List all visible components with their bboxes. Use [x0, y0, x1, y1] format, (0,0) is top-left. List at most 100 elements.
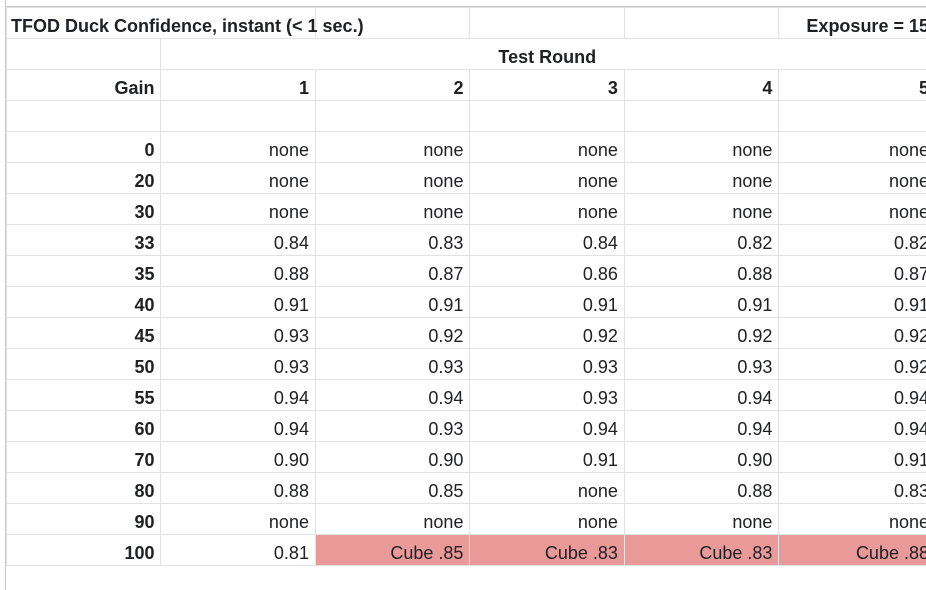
confidence-cell[interactable]: none — [778, 131, 926, 163]
confidence-cell[interactable]: none — [469, 472, 625, 504]
confidence-cell[interactable]: 0.94 — [778, 410, 926, 442]
confidence-cell[interactable]: 0.92 — [623, 317, 780, 349]
confidence-cell[interactable]: none — [160, 162, 316, 194]
confidence-cell[interactable]: none — [469, 193, 625, 225]
confidence-cell[interactable]: 0.91 — [469, 286, 625, 318]
confidence-cell[interactable]: none — [314, 503, 471, 535]
empty-cell[interactable] — [160, 100, 316, 132]
empty-cell[interactable] — [469, 100, 625, 132]
confidence-cell[interactable]: none — [314, 193, 471, 225]
confidence-cell[interactable]: 0.88 — [623, 255, 780, 287]
empty-cell[interactable] — [314, 100, 471, 132]
confidence-cell[interactable]: 0.84 — [160, 224, 316, 256]
empty-cell[interactable] — [778, 100, 926, 132]
confidence-cell[interactable]: 0.92 — [778, 348, 926, 380]
confidence-cell[interactable]: Cube .88 — [778, 534, 926, 566]
gain-value-cell[interactable]: 33 — [5, 224, 162, 256]
confidence-cell[interactable]: 0.84 — [469, 224, 625, 256]
confidence-cell[interactable]: 0.93 — [160, 348, 316, 380]
confidence-cell[interactable]: 0.87 — [314, 255, 471, 287]
confidence-cell[interactable]: 0.94 — [778, 379, 926, 411]
empty-cell[interactable] — [623, 100, 780, 132]
confidence-cell[interactable]: 0.88 — [160, 472, 316, 504]
empty-cell[interactable] — [5, 100, 162, 132]
confidence-cell[interactable]: 0.94 — [314, 379, 471, 411]
gain-value-cell[interactable]: 70 — [5, 441, 162, 473]
confidence-cell[interactable]: 0.87 — [778, 255, 926, 287]
confidence-cell[interactable]: Cube .83 — [623, 534, 780, 566]
confidence-cell[interactable]: 0.91 — [314, 286, 471, 318]
confidence-cell[interactable]: Cube .83 — [469, 534, 625, 566]
gain-value-cell[interactable]: 40 — [5, 286, 162, 318]
confidence-cell[interactable]: 0.85 — [314, 472, 471, 504]
gain-value-cell[interactable]: 60 — [5, 410, 162, 442]
confidence-cell[interactable]: 0.93 — [469, 348, 625, 380]
confidence-cell[interactable]: none — [623, 193, 780, 225]
gain-value-cell[interactable]: 90 — [5, 503, 162, 535]
empty-cell[interactable] — [623, 7, 780, 39]
confidence-cell[interactable]: 0.90 — [160, 441, 316, 473]
confidence-cell[interactable]: none — [469, 503, 625, 535]
gain-header-cell[interactable]: Gain — [5, 69, 162, 101]
confidence-cell[interactable]: 0.93 — [314, 348, 471, 380]
confidence-cell[interactable]: 0.93 — [469, 379, 625, 411]
confidence-cell[interactable]: none — [623, 131, 780, 163]
gain-value-cell[interactable]: 80 — [5, 472, 162, 504]
gain-value-cell[interactable]: 20 — [5, 162, 162, 194]
confidence-cell[interactable]: none — [160, 131, 316, 163]
confidence-cell[interactable]: Cube .85 — [314, 534, 471, 566]
round-header-cell[interactable]: 1 — [160, 69, 316, 101]
confidence-cell[interactable]: none — [160, 193, 316, 225]
column-header-strip[interactable] — [0, 0, 926, 7]
confidence-cell[interactable]: none — [623, 162, 780, 194]
confidence-cell[interactable]: 0.94 — [623, 379, 780, 411]
gain-value-cell[interactable]: 0 — [5, 131, 162, 163]
confidence-cell[interactable]: 0.88 — [623, 472, 780, 504]
confidence-cell[interactable]: none — [314, 162, 471, 194]
confidence-cell[interactable]: 0.91 — [469, 441, 625, 473]
confidence-cell[interactable]: none — [469, 162, 625, 194]
title-cell[interactable]: TFOD Duck Confidence, instant (< 1 sec.) — [5, 7, 364, 39]
confidence-cell[interactable]: 0.83 — [314, 224, 471, 256]
empty-cell[interactable] — [160, 7, 316, 39]
confidence-cell[interactable]: none — [469, 131, 625, 163]
confidence-cell[interactable]: 0.81 — [160, 534, 316, 566]
confidence-cell[interactable]: 0.94 — [469, 410, 625, 442]
confidence-cell[interactable]: 0.92 — [469, 317, 625, 349]
confidence-cell[interactable]: 0.83 — [778, 472, 926, 504]
round-header-cell[interactable]: 2 — [314, 69, 471, 101]
confidence-cell[interactable]: 0.91 — [623, 286, 780, 318]
confidence-cell[interactable]: 0.93 — [160, 317, 316, 349]
gain-value-cell[interactable]: 45 — [5, 317, 162, 349]
confidence-cell[interactable]: none — [314, 131, 471, 163]
confidence-cell[interactable]: none — [778, 503, 926, 535]
confidence-cell[interactable]: 0.93 — [314, 410, 471, 442]
confidence-cell[interactable]: 0.94 — [160, 379, 316, 411]
confidence-cell[interactable]: none — [623, 503, 780, 535]
confidence-cell[interactable]: none — [778, 193, 926, 225]
confidence-cell[interactable]: 0.88 — [160, 255, 316, 287]
round-header-cell[interactable]: 4 — [623, 69, 780, 101]
gain-value-cell[interactable]: 50 — [5, 348, 162, 380]
empty-cell[interactable] — [469, 7, 625, 39]
exposure-cell[interactable]: Exposure = 15 — [778, 7, 926, 39]
confidence-cell[interactable]: 0.92 — [314, 317, 471, 349]
gain-value-cell[interactable]: 100 — [5, 534, 162, 566]
gain-value-cell[interactable]: 55 — [5, 379, 162, 411]
confidence-cell[interactable]: 0.91 — [160, 286, 316, 318]
row-header-strip[interactable] — [0, 0, 6, 590]
confidence-cell[interactable]: 0.91 — [778, 286, 926, 318]
gain-value-cell[interactable]: 35 — [5, 255, 162, 287]
empty-cell[interactable] — [5, 38, 162, 70]
gain-value-cell[interactable]: 30 — [5, 193, 162, 225]
confidence-cell[interactable]: none — [160, 503, 316, 535]
confidence-cell[interactable]: 0.90 — [623, 441, 780, 473]
confidence-cell[interactable]: 0.91 — [778, 441, 926, 473]
round-header-cell[interactable]: 3 — [469, 69, 625, 101]
confidence-cell[interactable]: 0.93 — [623, 348, 780, 380]
confidence-cell[interactable]: 0.82 — [778, 224, 926, 256]
confidence-cell[interactable]: 0.90 — [314, 441, 471, 473]
round-header-cell[interactable]: 5 — [778, 69, 926, 101]
confidence-cell[interactable]: 0.82 — [623, 224, 780, 256]
test-round-header[interactable]: Test Round — [160, 38, 926, 70]
